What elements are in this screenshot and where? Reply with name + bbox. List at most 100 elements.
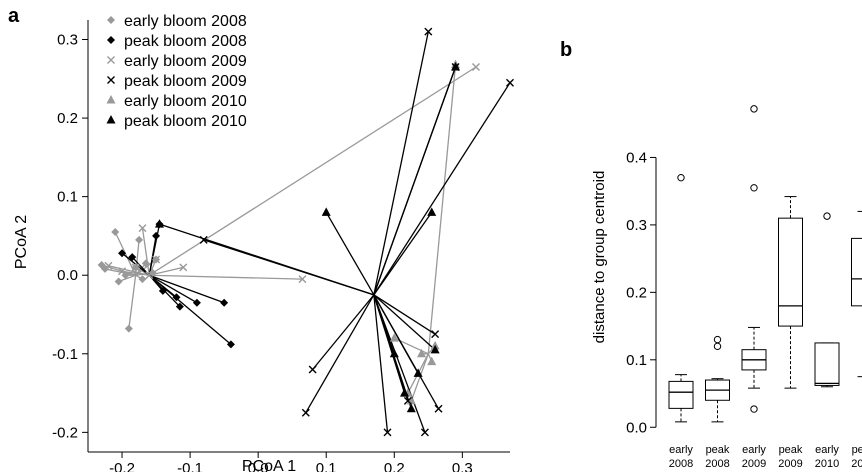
data-point [406,403,416,413]
x-tick-label: -0.2 [109,460,135,472]
data-point [298,275,307,284]
y-tick-label: 0.2 [626,284,647,301]
box-rect [814,342,840,386]
data-point [104,261,113,270]
data-point [118,267,127,276]
data-point [114,277,123,286]
outlier-point [823,212,831,220]
series-early-bloom-2008-points [97,228,161,333]
data-point [152,255,161,264]
y-tick-label: 0.3 [57,32,78,49]
data-point [417,348,427,358]
outlier-point [750,105,758,113]
box-rect [778,217,803,327]
box-peak-2008 [705,335,730,423]
x-tick-label: 0.2 [384,460,405,472]
series-peak-bloom-2009-points [199,27,514,437]
spoke-line [427,64,457,354]
box-early-2008 [668,173,694,423]
series-peak-bloom-2009-spokes [203,31,511,433]
data-point [192,298,201,307]
spoke-line [373,294,436,351]
data-point [152,231,161,240]
y-tick-label: -0.1 [52,346,78,363]
box-rect [851,237,862,307]
category-label-top: peak [779,444,803,456]
data-point [506,78,514,87]
data-point [301,408,310,417]
spoke-line [148,274,198,304]
spoke-line [373,294,436,335]
legend-label: early bloom 2009 [124,53,247,70]
y-tick-label: 0.0 [57,267,78,284]
panel-label-b: b [560,39,572,61]
spoke-line [121,270,150,276]
category-label-top: early [815,444,839,456]
legend-marker-peak-bloom-2009 [107,76,115,84]
y-axis-label: distance to group centroid [591,171,608,344]
spoke-line [373,31,429,295]
spoke-line [373,294,389,433]
data-point [145,271,154,280]
x-tick-label: 0.1 [316,460,337,472]
data-point [138,275,147,284]
panel-b-boxplot: b 0.0 0.1 0.2 0.3 0.4 distance to group centro… [560,39,862,470]
y-tick-label: -0.2 [52,424,78,441]
box-early-2010 [814,212,840,388]
spoke-line [148,274,232,345]
legend-label: early bloom 2008 [124,13,247,30]
legend-marker-early-bloom-2009 [107,56,115,64]
spoke-line [141,227,150,276]
legend-marker-peak-bloom-2010 [106,115,116,124]
legend-marker-peak-bloom-2008 [107,36,115,44]
spoke-line [149,274,225,304]
spoke-line [373,82,511,296]
spoke-line [373,211,433,296]
series-early-bloom-2010-spokes [394,64,457,402]
legend-label: peak bloom 2008 [124,33,247,50]
data-point [179,263,188,272]
data-point [451,62,461,71]
x-tick-label: 0.3 [452,460,473,472]
data-point [383,428,392,437]
data-point [389,348,399,358]
data-point [111,228,120,236]
data-point [154,219,164,228]
category-label-top: peak [706,444,730,456]
category-label-bottom: 2008 [705,458,729,470]
x-tick-label: 0.0 [248,460,269,472]
category-label-bottom: 2009 [742,458,766,470]
data-point [175,302,184,311]
data-point [141,259,150,268]
category-label-top: peak [852,444,862,456]
data-point [400,388,409,397]
category-label-bottom: 2009 [778,458,802,470]
box-rect [668,380,694,409]
data-point [431,330,440,339]
data-point [424,27,433,36]
spoke-line [305,294,375,414]
spoke-line [159,223,375,296]
category-label-bottom: 2010 [851,458,862,470]
box-peak-2009 [778,196,803,389]
data-point [226,340,235,349]
spoke-line [312,294,375,370]
legend-marker-early-bloom-2010 [106,95,116,104]
box-peak-2010 [851,210,862,378]
y-axis-label: PCoA 2 [13,215,30,269]
data-point [148,268,157,277]
spoke-line [373,294,419,374]
box-early-2009 [741,105,767,413]
data-point [128,253,137,262]
data-point [413,368,423,377]
series-early-bloom-2009-points [104,63,480,284]
y-tick-label: 0.3 [626,217,647,234]
legend: early bloom 2008 peak bloom 2008 early blo… [106,13,247,130]
data-point [124,324,133,333]
spoke-line [128,275,137,329]
data-point [434,404,443,413]
data-point [118,249,127,258]
legend-marker-early-bloom-2008 [107,16,115,24]
outlier-point [750,405,758,413]
